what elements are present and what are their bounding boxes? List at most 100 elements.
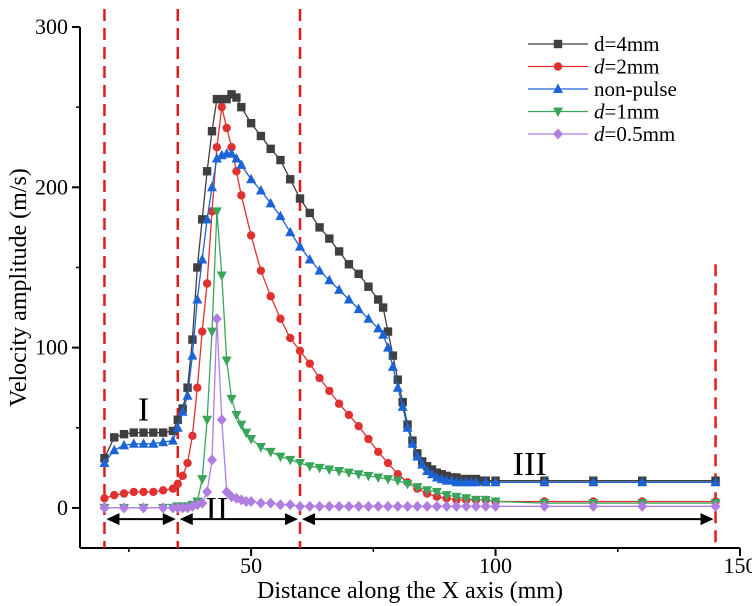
region-label-text: II	[206, 491, 229, 528]
data-point	[471, 476, 481, 487]
data-point	[553, 128, 563, 140]
data-point	[197, 497, 208, 509]
data-point	[237, 102, 246, 112]
data-point	[344, 410, 354, 420]
data-point	[325, 234, 334, 243]
x-axis-title: Distance along the X axis (mm)	[257, 578, 563, 604]
data-point	[110, 490, 119, 500]
data-point	[553, 83, 563, 93]
data-point	[364, 282, 373, 291]
data-point	[119, 489, 129, 498]
series-layer	[99, 90, 721, 514]
data-point	[167, 435, 178, 445]
data-point	[149, 487, 158, 497]
data-point	[216, 414, 227, 426]
data-point	[183, 458, 192, 468]
series-2	[99, 148, 721, 487]
data-point	[353, 303, 364, 314]
data-point	[193, 263, 202, 272]
data-point	[588, 476, 599, 487]
data-point	[412, 451, 423, 461]
data-point	[480, 500, 491, 512]
data-point	[255, 497, 266, 509]
data-point	[246, 434, 257, 445]
data-point	[397, 401, 408, 411]
data-point	[393, 470, 402, 479]
data-point	[232, 93, 241, 102]
data-point	[246, 496, 257, 508]
data-point	[197, 253, 208, 264]
data-point	[490, 500, 501, 512]
data-point	[202, 167, 212, 176]
legend-label: d=1mm	[594, 100, 660, 124]
legend-label: d=0.5mm	[594, 122, 675, 146]
data-point	[353, 500, 364, 512]
series-4	[99, 313, 721, 514]
data-point	[231, 410, 242, 421]
region-arrow	[106, 513, 176, 526]
data-point	[392, 476, 403, 487]
arrow-head-left	[302, 513, 315, 526]
data-point	[202, 415, 213, 426]
data-point	[324, 274, 335, 285]
data-point	[343, 294, 354, 304]
data-point	[353, 470, 364, 480]
region-label-text: III	[513, 446, 547, 483]
data-point	[334, 284, 345, 294]
data-point	[304, 462, 315, 472]
series-line	[104, 211, 716, 509]
data-point	[128, 438, 139, 448]
data-point	[314, 265, 325, 275]
x-tick-label: 150	[724, 553, 752, 578]
arrow-head-right	[162, 513, 176, 526]
data-point	[461, 494, 472, 504]
data-point	[241, 428, 252, 439]
data-point	[173, 415, 182, 424]
data-point	[158, 428, 168, 437]
data-point	[324, 465, 335, 475]
data-point	[334, 500, 345, 512]
data-point	[211, 313, 222, 325]
data-point	[373, 322, 384, 333]
legend-entry: d=1mm	[528, 100, 660, 124]
data-point	[227, 143, 236, 152]
region-label-text: I	[138, 392, 149, 429]
region-arrow	[302, 513, 714, 526]
data-point	[276, 314, 285, 323]
data-point	[221, 356, 232, 366]
data-point	[637, 476, 648, 487]
data-point	[476, 476, 486, 485]
data-point	[383, 327, 393, 336]
data-point	[217, 94, 226, 104]
data-point	[383, 500, 393, 512]
data-point	[314, 463, 325, 474]
data-point	[325, 386, 334, 396]
data-point	[177, 406, 188, 416]
data-point	[422, 486, 433, 496]
region-arrow	[179, 513, 298, 526]
data-point	[461, 500, 472, 512]
data-point	[344, 260, 354, 269]
series-line	[104, 107, 716, 503]
data-point	[710, 476, 721, 487]
data-point	[334, 247, 344, 256]
data-point	[305, 359, 314, 368]
x-tick-label: 100	[479, 553, 512, 578]
data-point	[187, 350, 198, 360]
data-point	[710, 500, 721, 512]
data-point	[354, 269, 363, 279]
data-point	[246, 231, 256, 240]
data-point	[431, 487, 442, 498]
data-point	[553, 39, 563, 49]
data-point	[402, 500, 413, 512]
data-point	[100, 494, 109, 503]
data-point	[637, 500, 648, 512]
data-point	[539, 476, 550, 487]
data-point	[182, 390, 193, 400]
data-point	[110, 433, 119, 442]
arrow-head-left	[106, 513, 120, 526]
data-point	[99, 502, 110, 514]
data-point	[256, 266, 266, 275]
data-point	[392, 500, 403, 512]
